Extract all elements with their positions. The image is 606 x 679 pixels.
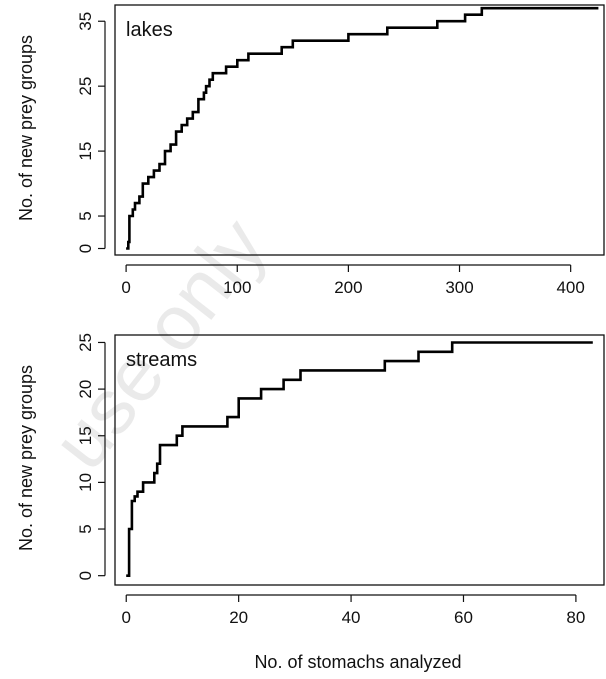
x-axis-label: No. of stomachs analyzed <box>254 652 461 672</box>
y-axis-label: No. of new prey groups <box>16 365 36 551</box>
y-tick-label: 10 <box>76 473 95 492</box>
x-tick-label: 0 <box>121 278 130 297</box>
x-tick-label: 100 <box>223 278 251 297</box>
panel-label: lakes <box>126 19 173 41</box>
y-tick-label: 0 <box>76 244 95 253</box>
y-tick-label: 15 <box>76 142 95 161</box>
series-line <box>126 341 593 577</box>
y-tick-label: 35 <box>76 12 95 31</box>
y-tick-label: 5 <box>76 211 95 220</box>
watermark-text: use only <box>35 202 283 485</box>
x-tick-label: 40 <box>342 608 361 627</box>
y-tick-label: 5 <box>76 524 95 533</box>
x-tick-label: 200 <box>334 278 362 297</box>
x-tick-label: 80 <box>566 608 585 627</box>
y-tick-label: 25 <box>76 77 95 96</box>
panel-lakes: 0 100 200 300 400 0 5 15 25 35 No. of new prey gro… <box>16 4 605 297</box>
series-line <box>126 6 599 250</box>
panel-streams: 0 20 40 60 80 0 5 10 15 20 25 No. of new prey group… <box>16 333 605 627</box>
x-tick-label: 300 <box>445 278 473 297</box>
y-tick-label: 25 <box>76 333 95 352</box>
x-tick-label: 20 <box>229 608 248 627</box>
plot-frame <box>114 334 605 586</box>
x-tick-label: 400 <box>556 278 584 297</box>
plot-frame <box>114 4 605 256</box>
y-tick-label: 20 <box>76 380 95 399</box>
x-tick-label: 0 <box>122 608 131 627</box>
y-tick-label: 15 <box>76 426 95 445</box>
panel-label: streams <box>126 349 197 371</box>
x-tick-label: 60 <box>454 608 473 627</box>
y-tick-label: 0 <box>76 571 95 580</box>
y-axis-label: No. of new prey groups <box>16 35 36 221</box>
watermark-layer: use only <box>35 202 283 485</box>
